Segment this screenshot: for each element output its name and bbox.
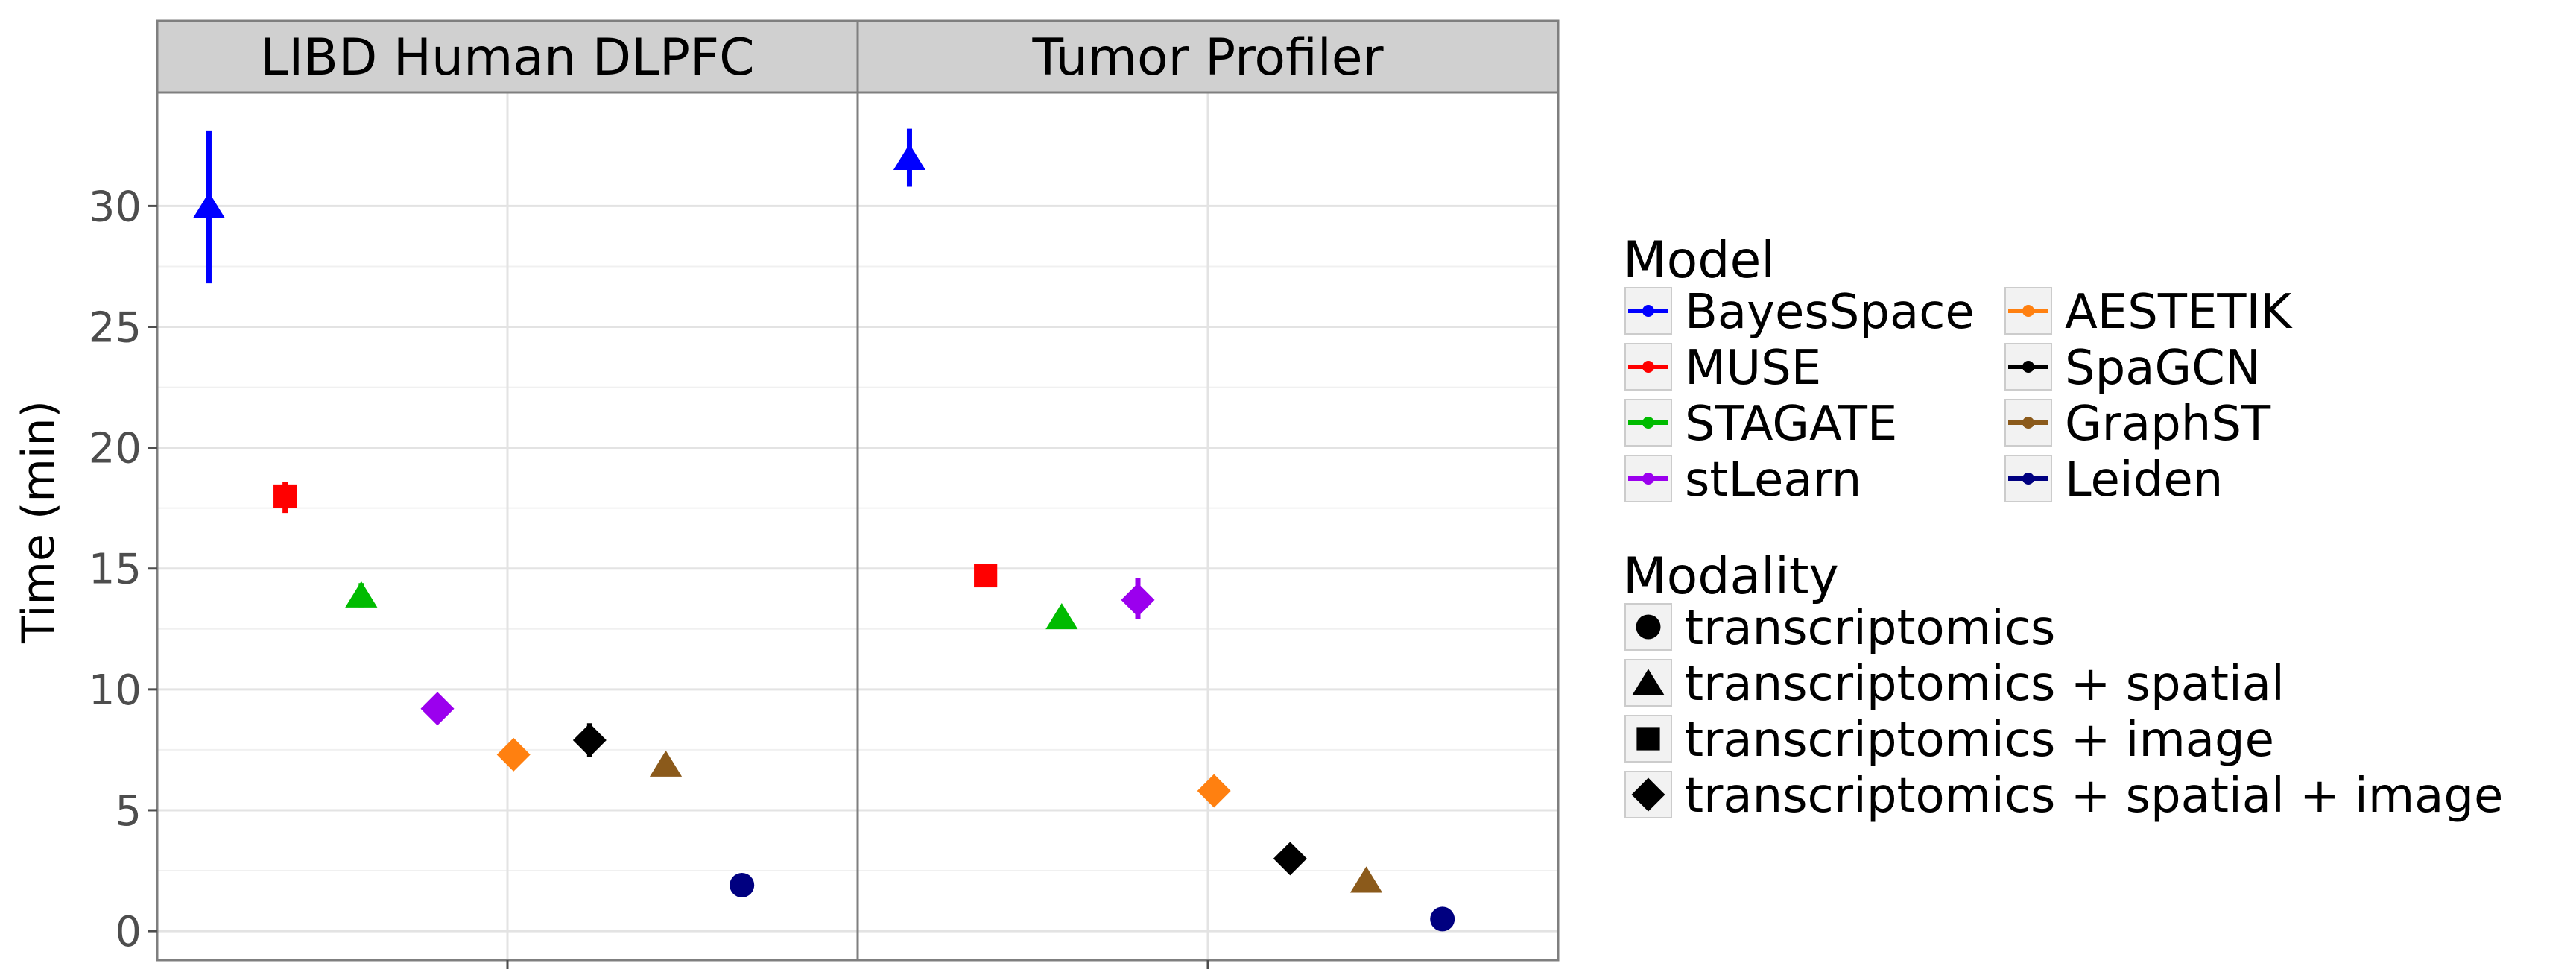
y-tick-label: 30 [89, 183, 142, 231]
data-point-muse [974, 564, 998, 588]
legend-item-transcriptomics-spatial: transcriptomics + spatial [1624, 657, 2285, 712]
legend-dot [2022, 305, 2034, 317]
y-tick-label: 0 [115, 908, 142, 956]
legend-label: stLearn [1685, 452, 1861, 508]
data-point-graphst [649, 750, 683, 777]
point-marker [496, 737, 531, 772]
legend-item-transcriptomics-image: transcriptomics + image [1624, 713, 2274, 768]
point-marker [192, 192, 226, 218]
legend-item-transcriptomics-spatial-image: transcriptomics + spatial + image [1624, 769, 2503, 824]
legend-label: SpaGCN [2065, 341, 2261, 396]
point-marker [1349, 866, 1383, 893]
legend-label: Leiden [2065, 452, 2223, 508]
legend-item-spagcn: SpaGCN [2004, 341, 2261, 396]
legend-label: transcriptomics + spatial [1685, 657, 2285, 712]
legend-item-muse: MUSE [1624, 341, 1821, 396]
point-marker [1045, 602, 1078, 630]
point-marker [649, 750, 683, 777]
legend-label: MUSE [1685, 341, 1821, 396]
facet-title: Tumor Profiler [1031, 28, 1383, 87]
data-point-leiden [1430, 906, 1455, 932]
legend-dot [1642, 361, 1654, 373]
data-point-stagate [1045, 602, 1078, 630]
data-point-graphst [1349, 866, 1383, 893]
model-legend-title: Model [1623, 231, 1775, 290]
point-marker [572, 723, 607, 757]
data-point-spagcn [1273, 842, 1307, 876]
point-marker [1273, 842, 1307, 876]
legend-dot [1642, 417, 1654, 429]
facet-panels: LIBD Human DLPFC Tumor Profiler 0 5 10 15 20 25… [89, 19, 1560, 969]
point-marker [974, 564, 998, 588]
legend-shape [1631, 777, 1665, 812]
legend-label: transcriptomics [1685, 601, 2055, 656]
legend-shape [1636, 614, 1661, 640]
legend-key [1624, 603, 1672, 651]
y-tick-label: 20 [89, 425, 142, 473]
legend-dot [2022, 361, 2034, 373]
y-tick-label: 5 [115, 787, 142, 836]
facet-strip [156, 19, 859, 94]
point-marker [273, 484, 297, 508]
data-point-leiden [730, 872, 755, 897]
point-marker [1197, 774, 1231, 808]
data-point-bayesspace [893, 128, 926, 187]
legend-item-stlearn: stLearn [1624, 452, 1861, 508]
legend-dot [1642, 305, 1654, 317]
data-point-aestetik [496, 737, 531, 772]
point-marker [1430, 906, 1455, 932]
y-tick-label: 10 [89, 666, 142, 715]
legend-dot [1642, 473, 1654, 485]
legend-shape [1632, 669, 1665, 695]
facet-title: LIBD Human DLPFC [260, 28, 754, 87]
legend-item-stagate: STAGATE [1624, 397, 1897, 452]
data-point-bayesspace [192, 130, 226, 284]
data-point-muse [273, 482, 297, 514]
legend-label: STAGATE [1685, 397, 1897, 452]
legend-shape [1636, 727, 1660, 751]
legend-label: transcriptomics + image [1685, 713, 2274, 768]
legend-dot [2022, 473, 2034, 485]
data-point-stlearn [1121, 578, 1155, 619]
point-marker [345, 581, 378, 608]
legend-item-bayesspace: BayesSpace [1624, 285, 1975, 340]
legend-label: GraphST [2065, 397, 2271, 452]
y-axis-label: Time (min) [13, 400, 65, 644]
y-tick-label: 25 [89, 304, 142, 353]
point-marker [420, 692, 455, 726]
legend-dot [2022, 417, 2034, 429]
data-point-aestetik [1197, 774, 1231, 808]
point-marker [893, 143, 926, 171]
point-marker [1121, 583, 1155, 617]
y-tick-label: 15 [89, 546, 142, 594]
point-marker [730, 872, 755, 897]
data-point-spagcn [572, 723, 607, 757]
legend-item-graphst: GraphST [2004, 397, 2271, 452]
legend-item-leiden: Leiden [2004, 452, 2223, 508]
modality-legend-title: Modality [1623, 547, 1839, 606]
legend-item-aestetik: AESTETIK [2004, 285, 2293, 340]
facet-panel-tumor-profiler: Tumor Profiler [856, 19, 1560, 969]
legend-label: transcriptomics + spatial + image [1685, 769, 2503, 824]
data-point-stlearn [420, 692, 455, 726]
legend-item-transcriptomics: transcriptomics [1624, 601, 2055, 656]
y-axis: 0 5 10 15 20 25 30 [89, 183, 157, 956]
data-point-stagate [345, 581, 378, 608]
facet-panel-libd-human-dlpfc: LIBD Human DLPFC [156, 19, 859, 969]
legend-label: BayesSpace [1685, 285, 1975, 340]
legend-label: AESTETIK [2065, 285, 2293, 340]
